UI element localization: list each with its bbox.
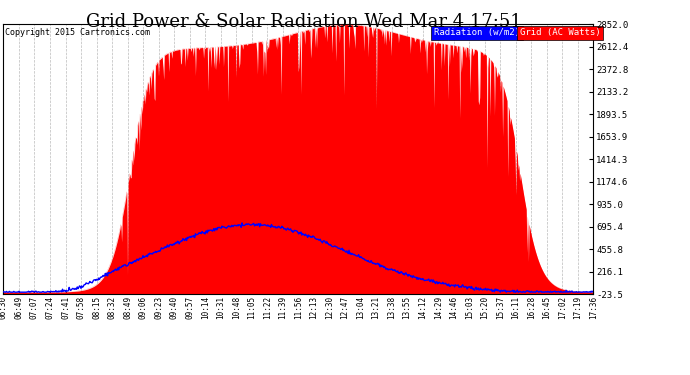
Text: Copyright 2015 Cartronics.com: Copyright 2015 Cartronics.com — [5, 28, 150, 38]
Text: Grid Power & Solar Radiation Wed Mar 4 17:51: Grid Power & Solar Radiation Wed Mar 4 1… — [86, 13, 522, 31]
Text: Radiation (w/m2): Radiation (w/m2) — [434, 28, 520, 38]
Text: Grid (AC Watts): Grid (AC Watts) — [520, 28, 600, 38]
